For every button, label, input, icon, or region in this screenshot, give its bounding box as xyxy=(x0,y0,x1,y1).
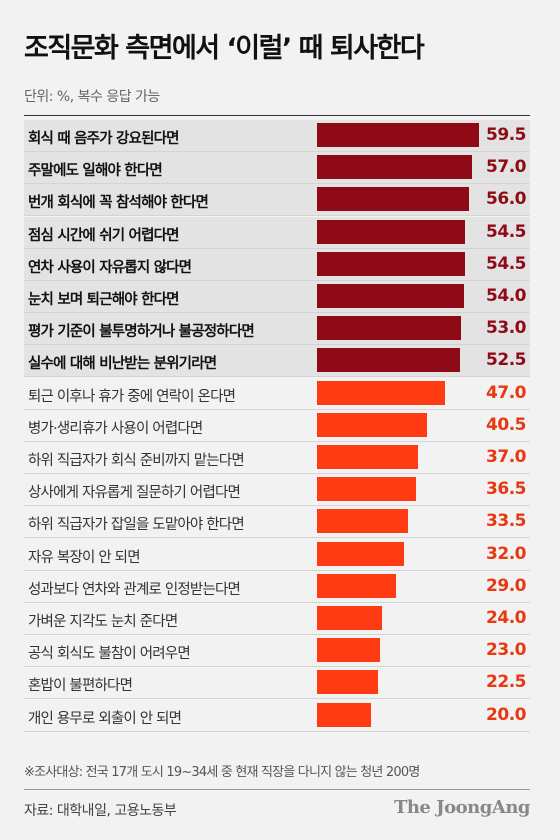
value-label: 54.5 xyxy=(486,221,526,242)
bar xyxy=(317,348,460,373)
bar-row: 점심 시간에 쉬기 어렵다면 54.5 xyxy=(24,216,530,249)
category-label: 하위 직급자가 잡일을 도맡아야 한다면 xyxy=(28,517,245,534)
value-label: 37.0 xyxy=(486,447,526,467)
bar xyxy=(317,284,464,308)
bar xyxy=(317,606,383,630)
category-label: 성과보다 연차와 관계로 인정받는다면 xyxy=(28,581,241,598)
bar xyxy=(317,187,470,212)
category-label: 회식 때 음주가 강요된다면 xyxy=(28,131,179,147)
bar-row: 공식 회식도 불참이 어려우면 23.0 xyxy=(24,635,530,668)
bar xyxy=(317,251,466,276)
bar xyxy=(317,316,462,341)
value-label: 52.5 xyxy=(486,350,526,371)
bar-row: 혼밥이 불편하다면 22.5 xyxy=(24,667,530,700)
category-label: 평가 기준이 불투명하거나 불공정하다면 xyxy=(28,324,255,341)
value-label: 29.0 xyxy=(486,575,526,596)
category-label: 개인 용무로 외출이 안 되면 xyxy=(28,710,182,727)
top-divider xyxy=(24,115,530,116)
category-label: 눈치 보며 퇴근해야 한다면 xyxy=(28,292,179,308)
value-label: 56.0 xyxy=(486,189,526,210)
bar-row: 번개 회식에 꼭 참석해야 한다면 56.0 xyxy=(24,184,530,217)
category-label: 실수에 대해 비난받는 분위기라면 xyxy=(28,356,217,373)
bar xyxy=(317,638,380,663)
bar xyxy=(317,702,372,727)
category-label: 공식 회식도 불참이 어려우면 xyxy=(28,646,191,663)
bar-row: 가벼운 지각도 눈치 준다면 24.0 xyxy=(24,603,530,635)
category-label: 점심 시간에 쉬기 어렵다면 xyxy=(28,227,179,244)
bar-row: 실수에 대해 비난받는 분위기라면 52.5 xyxy=(24,345,530,378)
brand-logo: The JoongAng xyxy=(393,797,531,818)
bar xyxy=(317,412,428,437)
value-label: 23.0 xyxy=(486,640,526,661)
bar-row: 성과보다 연차와 관계로 인정받는다면 29.0 xyxy=(24,571,530,603)
bar xyxy=(317,155,473,180)
bar xyxy=(317,509,409,534)
category-label: 상사에게 자유롭게 질문하기 어렵다면 xyxy=(28,485,241,502)
value-label: 24.0 xyxy=(486,608,526,628)
value-label: 53.0 xyxy=(486,318,526,339)
value-label: 33.5 xyxy=(486,511,526,532)
source-note: 자료: 대학내일, 고용노동부 xyxy=(24,803,177,819)
bar xyxy=(317,380,445,405)
value-label: 40.5 xyxy=(486,414,526,435)
bar xyxy=(317,573,396,598)
unit-note: 단위: %, 복수 응답 가능 xyxy=(24,89,160,105)
bar-row: 연차 사용이 자유롭지 않다면 54.5 xyxy=(24,248,530,281)
value-label: 57.0 xyxy=(486,157,526,178)
category-label: 자유 복장이 안 되면 xyxy=(28,549,141,566)
category-label: 병가·생리휴가 사용이 어렵다면 xyxy=(28,420,203,437)
bar xyxy=(317,219,466,244)
bar-row: 눈치 보며 퇴근해야 한다면 54.0 xyxy=(24,281,530,313)
bar-row: 병가·생리휴가 사용이 어렵다면 40.5 xyxy=(24,410,530,442)
value-label: 36.5 xyxy=(486,479,526,500)
category-label: 하위 직급자가 회식 준비까지 맡는다면 xyxy=(28,453,245,469)
bar-row: 퇴근 이후나 휴가 중에 연락이 온다면 47.0 xyxy=(24,378,530,410)
bar-row: 개인 용무로 외출이 안 되면 20.0 xyxy=(24,700,530,732)
bar xyxy=(317,541,405,566)
bar-row: 상사에게 자유롭게 질문하기 어렵다면 36.5 xyxy=(24,474,530,507)
category-label: 가벼운 지각도 눈치 준다면 xyxy=(28,614,178,630)
bar-row: 회식 때 음주가 강요된다면 59.5 xyxy=(24,120,530,152)
bar xyxy=(317,477,417,502)
value-label: 20.0 xyxy=(486,704,526,725)
bar xyxy=(317,123,479,147)
value-label: 32.0 xyxy=(486,543,526,564)
chart-title: 조직문화 측면에서 ‘이럴’ 때 퇴사한다 xyxy=(24,33,425,64)
bottom-divider xyxy=(24,789,530,790)
bar-row: 하위 직급자가 회식 준비까지 맡는다면 37.0 xyxy=(24,442,530,474)
category-label: 주말에도 일해야 한다면 xyxy=(28,163,163,180)
bar-row: 하위 직급자가 잡일을 도맡아야 한다면 33.5 xyxy=(24,506,530,539)
value-label: 54.5 xyxy=(486,253,526,274)
category-label: 연차 사용이 자유롭지 않다면 xyxy=(28,259,192,276)
bar xyxy=(317,445,418,469)
value-label: 22.5 xyxy=(486,672,526,693)
survey-footnote: ※조사대상: 전국 17개 도시 19~34세 중 현재 직장을 다니지 않는 … xyxy=(24,765,420,780)
bar-row: 주말에도 일해야 한다면 57.0 xyxy=(24,152,530,185)
category-label: 퇴근 이후나 휴가 중에 연락이 온다면 xyxy=(28,388,236,405)
value-label: 59.5 xyxy=(486,125,526,145)
bar-row: 평가 기준이 불투명하거나 불공정하다면 53.0 xyxy=(24,313,530,346)
bar-row: 자유 복장이 안 되면 32.0 xyxy=(24,539,530,571)
value-label: 54.0 xyxy=(486,286,526,306)
value-label: 47.0 xyxy=(486,382,526,403)
bar xyxy=(317,670,379,695)
category-label: 번개 회식에 꼭 참석해야 한다면 xyxy=(28,195,209,212)
category-label: 혼밥이 불편하다면 xyxy=(28,678,133,695)
